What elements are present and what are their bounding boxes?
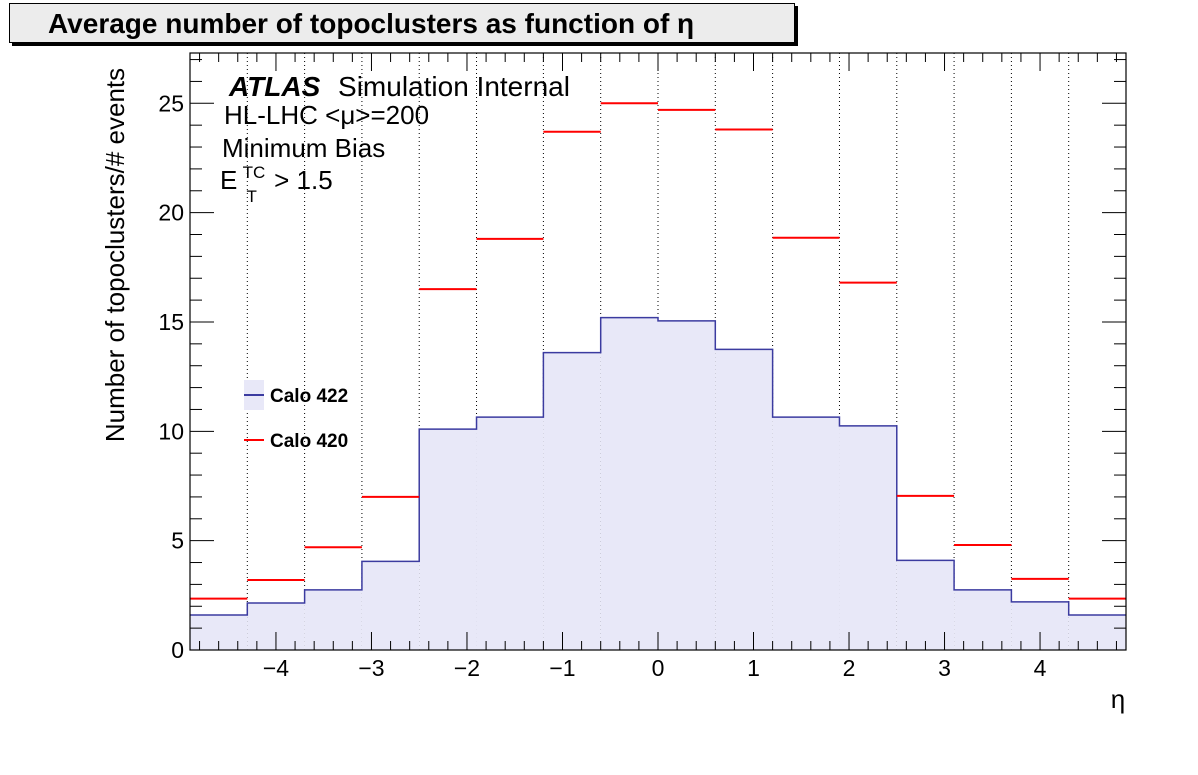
legend-label-calo-422: Calo 422 [270,386,348,407]
x-tick-label-1: −3 [358,655,384,681]
x-tick-label-7: 3 [938,655,951,681]
calo-422-bar-2 [304,589,362,650]
calo-422-line [190,316,1126,616]
atlas-word: ATLAS [228,71,321,102]
chart-title: Average number of topoclusters as functi… [48,8,695,39]
calo-422-bar-6 [543,352,601,650]
atlas-label: ATLAS Simulation Internal [228,71,570,102]
calo-422-bar-3 [361,561,420,650]
x-tick-label-2: −2 [454,655,480,681]
et-subscript: T [246,187,256,206]
calo-422-fill [190,317,1126,650]
y-tick-label-0: 0 [171,637,184,663]
chart-title-box: Average number of topoclusters as functi… [9,3,795,43]
x-tick-label-6: 2 [843,655,856,681]
calo-422-bar-4 [419,429,477,650]
calo-422-bar-11 [839,425,897,650]
calo-422-bar-10 [772,417,840,650]
annotation-minbias: Minimum Bias [222,133,385,163]
y-tick-label-5: 25 [158,90,184,116]
calo-422-bar-7 [600,317,658,650]
tick-labels: 0 5 10 15 20 25 −4 −3 −2 −1 0 1 2 3 4 [158,90,1046,681]
annotation-et-cut: E TC T > 1.5 [220,154,333,208]
annotation-mu: HL-LHC <μ>=200 [224,100,429,130]
calo-422-bar-8 [658,320,716,650]
y-tick-label-4: 20 [158,200,184,226]
x-axis-label: η [1111,684,1125,714]
calo-422-bar-13 [954,589,1012,650]
et-base: E [220,165,237,195]
calo-422-bar-9 [715,349,773,650]
y-tick-label-3: 15 [158,309,184,335]
x-tick-label-4: 0 [652,655,665,681]
calo-422-outline [190,316,1126,616]
et-superscript: TC [243,163,266,182]
calo-422-bar-12 [896,560,955,650]
legend: Calo 422 Calo 420 [244,380,348,452]
y-tick-label-1: 5 [171,528,184,554]
legend-label-calo-420: Calo 420 [270,431,348,452]
x-tick-label-3: −1 [549,655,575,681]
atlas-suffix: Simulation Internal [338,71,570,102]
et-rest: > 1.5 [274,165,333,195]
x-tick-label-0: −4 [263,655,289,681]
calo-422-bar-5 [476,417,544,650]
y-axis-label: Number of topoclusters/# events [100,68,130,442]
axis-ticks [190,53,1126,651]
calo-420-markers [190,102,1126,600]
y-tick-label-2: 10 [158,418,184,444]
x-tick-label-8: 4 [1034,655,1047,681]
x-tick-label-5: 1 [747,655,760,681]
